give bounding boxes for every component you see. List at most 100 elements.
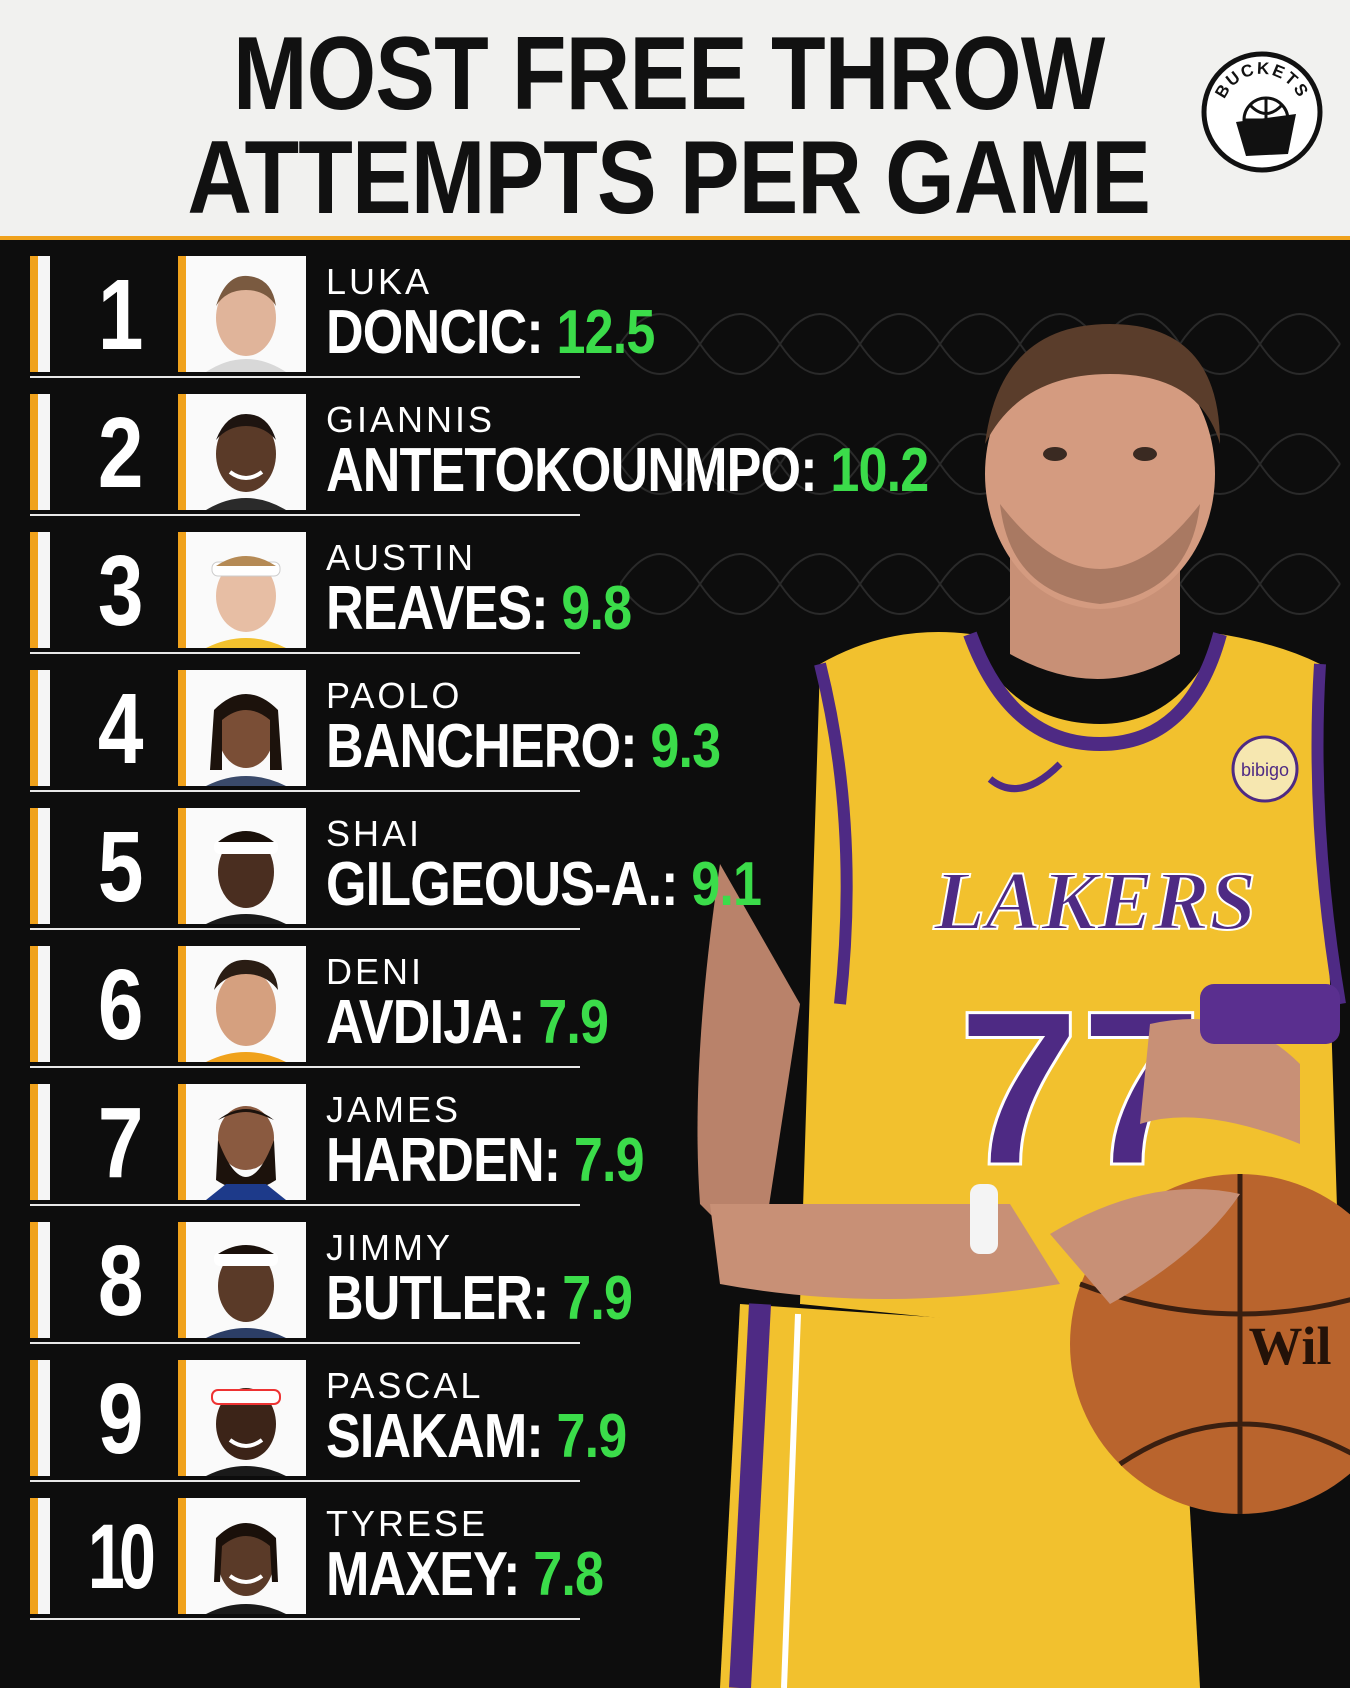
rank-number: 8: [97, 1225, 144, 1337]
player-last-name: BANCHERO:: [326, 712, 638, 781]
rank-accent-bar: [30, 1360, 50, 1476]
fta-value: 7.9: [562, 1264, 633, 1333]
player-last-name: HARDEN:: [326, 1126, 561, 1195]
ranking-row-1: 1 LUKA DONCIC: 12.5: [0, 250, 655, 378]
ranking-row-10: 10 TYRESE MAXEY: 7.8: [0, 1492, 604, 1620]
rank-accent-bar: [30, 1084, 50, 1200]
rank-accent-bar: [30, 532, 50, 648]
row-divider: [30, 1342, 580, 1344]
row-divider: [30, 790, 580, 792]
player-headshot: [186, 946, 306, 1062]
player-first-name: SHAI: [326, 813, 423, 854]
fta-value: 12.5: [556, 298, 656, 367]
ranking-panel: LAKERS 77 bibigo Wil 1 LUKA DONCIC: 12.5: [0, 244, 1350, 1688]
player-last-name: REAVES:: [326, 574, 549, 643]
featured-player-photo: LAKERS 77 bibigo Wil: [697, 324, 1350, 1688]
player-stat-line: MAXEY: 7.8: [326, 1544, 604, 1606]
rank-number: 10: [87, 1506, 156, 1608]
ranking-row-3: 3 AUSTIN REAVES: 9.8: [0, 526, 632, 654]
photo-accent-bar: [178, 256, 186, 372]
player-last-name: SIAKAM:: [326, 1402, 544, 1471]
fta-value: 7.9: [556, 1402, 628, 1471]
player-headshot: [186, 256, 306, 372]
rank-accent-bar: [30, 670, 50, 786]
photo-accent-bar: [178, 532, 186, 648]
title-line-2: ATTEMPTS PER GAME: [187, 120, 1151, 236]
row-divider: [30, 1480, 580, 1482]
ranking-row-5: 5 SHAI GILGEOUS-A.: 9.1: [0, 802, 762, 930]
player-stat-line: DONCIC: 12.5: [326, 302, 655, 364]
fta-value: 7.9: [538, 988, 609, 1057]
fta-value: 9.1: [691, 850, 762, 919]
row-divider: [30, 1618, 580, 1620]
rank-number: 6: [97, 949, 144, 1061]
player-last-name: AVDIJA:: [326, 988, 525, 1057]
row-divider: [30, 652, 580, 654]
player-headshot: [186, 1084, 306, 1200]
player-first-name: PASCAL: [326, 1365, 484, 1406]
title-line-1: MOST FREE THROW: [232, 16, 1105, 132]
photo-accent-bar: [178, 1498, 186, 1614]
rank-number: 7: [97, 1087, 144, 1199]
photo-accent-bar: [178, 1084, 186, 1200]
player-stat-line: SIAKAM: 7.9: [326, 1406, 627, 1468]
fta-value: 7.8: [533, 1540, 604, 1609]
fta-value: 7.9: [573, 1126, 645, 1195]
header: MOST FREE THROW ATTEMPTS PER GAME BUCKET…: [0, 0, 1350, 240]
photo-accent-bar: [178, 1222, 186, 1338]
photo-accent-bar: [178, 670, 186, 786]
player-stat-line: GILGEOUS-A.: 9.1: [326, 854, 762, 916]
player-headshot: [186, 670, 306, 786]
player-headshot: [186, 1498, 306, 1614]
ranking-row-2: 2 GIANNIS ANTETOKOUNMPO: 10.2: [0, 388, 929, 516]
wave-pattern: [620, 313, 1341, 615]
player-first-name: TYRESE: [326, 1503, 489, 1544]
ranking-row-9: 9 PASCAL SIAKAM: 7.9: [0, 1354, 627, 1482]
row-divider: [30, 376, 580, 378]
rank-accent-bar: [30, 808, 50, 924]
rank-number: 2: [97, 397, 144, 509]
rank-number: 3: [97, 535, 144, 647]
rank-accent-bar: [30, 1222, 50, 1338]
fta-value: 10.2: [830, 436, 929, 505]
photo-accent-bar: [178, 946, 186, 1062]
ranking-row-8: 8 JIMMY BUTLER: 7.9: [0, 1216, 633, 1344]
player-last-name: DONCIC:: [326, 298, 544, 367]
player-last-name: ANTETOKOUNMPO:: [326, 436, 818, 505]
ranking-row-4: 4 PAOLO BANCHERO: 9.3: [0, 664, 721, 792]
player-headshot: [186, 1222, 306, 1338]
player-stat-line: ANTETOKOUNMPO: 10.2: [326, 440, 929, 502]
player-stat-line: HARDEN: 7.9: [326, 1130, 645, 1192]
rank-number: 4: [97, 673, 144, 785]
player-first-name: JIMMY: [326, 1227, 453, 1268]
ranking-row-6: 6 DENI AVDIJA: 7.9: [0, 940, 609, 1068]
player-first-name: AUSTIN: [326, 537, 477, 578]
player-last-name: BUTLER:: [326, 1264, 550, 1333]
player-stat-line: BANCHERO: 9.3: [326, 716, 721, 778]
buckets-logo: BUCKETS: [1201, 51, 1323, 173]
rank-accent-bar: [30, 946, 50, 1062]
player-last-name: GILGEOUS-A.:: [326, 850, 678, 919]
player-first-name: DENI: [326, 951, 425, 992]
jersey-team: LAKERS: [933, 855, 1256, 948]
player-headshot: [186, 532, 306, 648]
rank-number: 5: [97, 811, 144, 923]
row-divider: [30, 1066, 580, 1068]
row-divider: [30, 514, 580, 516]
player-headshot: [186, 394, 306, 510]
row-divider: [30, 928, 580, 930]
svg-text:Wil: Wil: [1248, 1316, 1331, 1376]
player-last-name: MAXEY:: [326, 1540, 520, 1609]
rank-number: 1: [97, 259, 144, 371]
player-first-name: PAOLO: [326, 675, 463, 716]
photo-accent-bar: [178, 1360, 186, 1476]
player-first-name: LUKA: [326, 261, 433, 302]
player-first-name: JAMES: [326, 1089, 462, 1130]
player-stat-line: REAVES: 9.8: [326, 578, 632, 640]
player-stat-line: AVDIJA: 7.9: [326, 992, 609, 1054]
photo-accent-bar: [178, 808, 186, 924]
jersey-sponsor: bibigo: [1241, 760, 1289, 780]
player-headshot: [186, 808, 306, 924]
row-divider: [30, 1204, 580, 1206]
rank-accent-bar: [30, 394, 50, 510]
